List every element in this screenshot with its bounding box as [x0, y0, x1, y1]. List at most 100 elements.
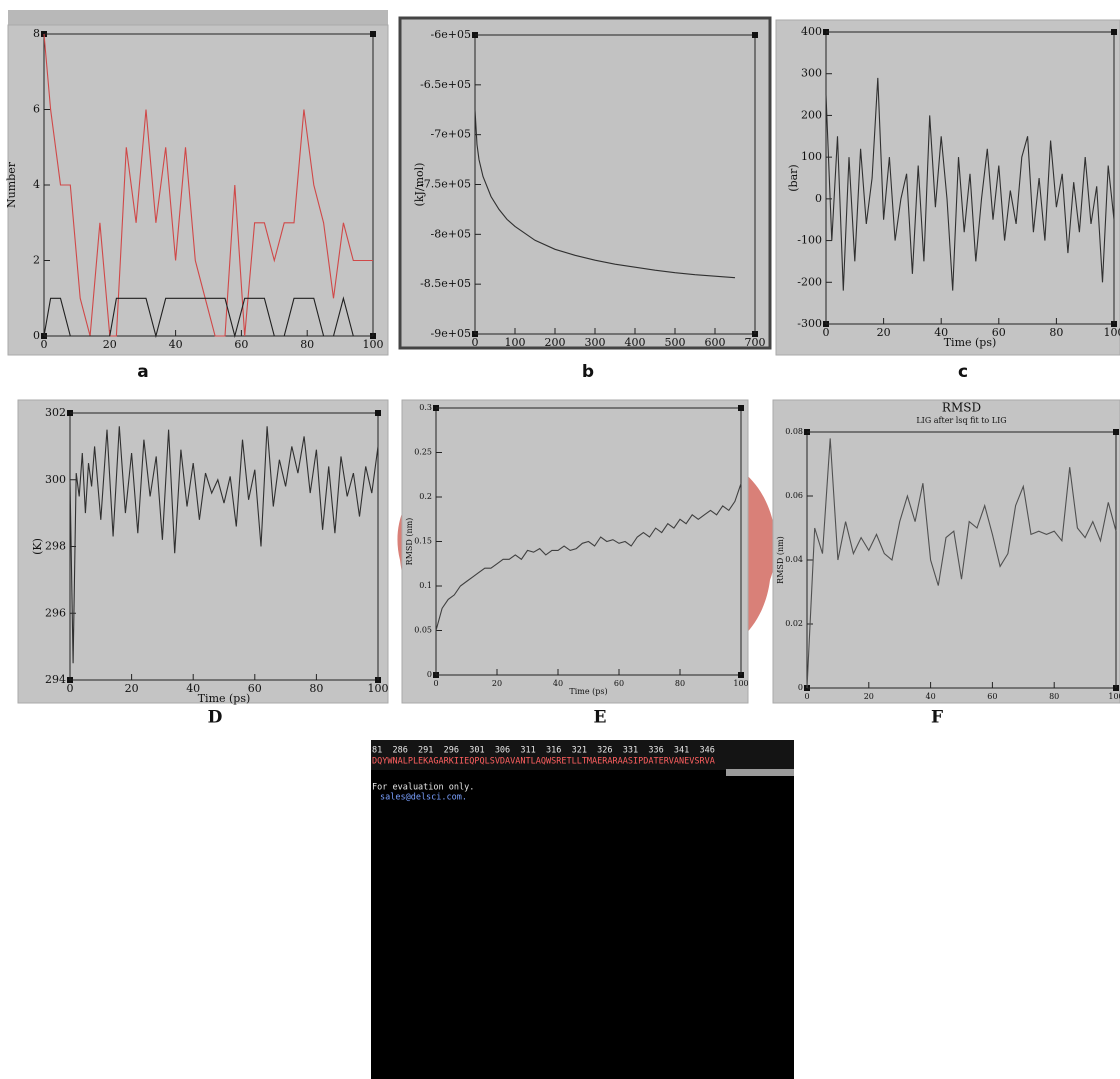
y-tick-label: 2: [33, 254, 40, 267]
y-axis-label: (kJ/mol): [413, 163, 426, 207]
y-tick-label: 300: [45, 473, 66, 486]
y-tick-label: 4: [33, 178, 40, 191]
y-tick-label: 0: [33, 329, 40, 342]
x-tick-label: 20: [877, 326, 891, 339]
y-tick-label: 0: [798, 683, 803, 692]
chart-panel: 00.020.040.060.08020406080100RMSD (nm)RM…: [773, 400, 1120, 728]
panel-label: a: [137, 362, 148, 382]
x-tick-label: 100: [505, 336, 526, 349]
y-tick-label: 0.04: [785, 555, 803, 564]
notice: For evaluation only.: [372, 783, 474, 793]
y-tick-label: -8e+05: [431, 227, 471, 240]
y-tick-label: 0.15: [414, 537, 432, 546]
y-tick-label: -6e+05: [431, 28, 471, 41]
x-tick-label: 0: [472, 336, 479, 349]
panel-label: D: [208, 708, 223, 728]
y-tick-label: 0.1: [419, 581, 432, 590]
panel-label: E: [594, 708, 607, 728]
x-tick-label: 60: [234, 338, 248, 351]
y-axis-label: RMSD (nm): [405, 518, 414, 566]
x-tick-label: 100: [1108, 692, 1120, 701]
chart-subtitle: LIG after lsq fit to LIG: [916, 416, 1006, 425]
figure: 81 286 291 296 301 306 311 316 321 326 3…: [0, 0, 1120, 1079]
panel-background: [402, 400, 748, 703]
figure-canvas: 81 286 291 296 301 306 311 316 321 326 3…: [0, 0, 1120, 1079]
y-tick-label: 0.3: [419, 403, 432, 412]
corner-handle: [752, 32, 758, 38]
chart-title: RMSD: [942, 401, 981, 415]
x-tick-label: 100: [1104, 326, 1120, 339]
x-tick-label: 20: [864, 692, 874, 701]
y-tick-label: 0.2: [419, 492, 432, 501]
y-tick-label: -7e+05: [431, 128, 471, 141]
y-tick-label: -9e+05: [431, 327, 471, 340]
y-tick-label: 0: [815, 192, 822, 205]
y-tick-label: -300: [797, 317, 822, 330]
panel-background: [776, 20, 1120, 355]
x-tick-label: 60: [987, 692, 997, 701]
y-tick-label: 294: [45, 673, 66, 686]
y-tick-label: -8.5e+05: [420, 277, 471, 290]
panel-background: [8, 25, 388, 355]
panel-label: F: [931, 708, 943, 728]
x-tick-label: 40: [169, 338, 183, 351]
y-tick-label: 400: [801, 25, 822, 38]
chart-panel: -9e+05-8.5e+05-8e+05-7.5e+05-7e+05-6.5e+…: [400, 18, 770, 382]
x-tick-label: 80: [1049, 326, 1063, 339]
y-axis-label: RMSD (nm): [776, 536, 785, 584]
y-tick-label: 0: [427, 670, 432, 679]
corner-handle: [1111, 29, 1117, 35]
x-tick-label: 300: [585, 336, 606, 349]
y-tick-label: 100: [801, 150, 822, 163]
y-tick-label: 200: [801, 108, 822, 121]
y-tick-label: 302: [45, 406, 66, 419]
x-tick-label: 500: [665, 336, 686, 349]
y-axis-label: Number: [5, 161, 18, 208]
x-tick-label: 700: [745, 336, 766, 349]
window-bar: [8, 10, 388, 25]
x-tick-label: 20: [492, 679, 502, 688]
y-tick-label: 0.08: [785, 427, 803, 436]
x-axis-label: Time (ps): [569, 687, 607, 696]
corner-handle: [375, 410, 381, 416]
y-tick-label: 296: [45, 606, 66, 619]
x-tick-label: 20: [103, 338, 117, 351]
x-tick-label: 40: [553, 679, 563, 688]
sequence-ruler: 81 286 291 296 301 306 311 316 321 326 3…: [372, 746, 715, 756]
x-tick-label: 80: [1049, 692, 1059, 701]
x-tick-label: 0: [433, 679, 438, 688]
panel-label: b: [582, 362, 594, 382]
contact: sales@delsci.com.: [380, 793, 467, 803]
x-axis-label: Time (ps): [944, 336, 997, 349]
y-tick-label: 6: [33, 103, 40, 116]
y-axis-label: (bar): [787, 164, 800, 191]
x-tick-label: 0: [823, 326, 830, 339]
x-tick-label: 80: [675, 679, 685, 688]
corner-handle: [1113, 429, 1119, 435]
x-axis-label: Time (ps): [198, 692, 251, 705]
y-tick-label: -200: [797, 275, 822, 288]
panel-background: [773, 400, 1120, 703]
y-tick-label: -100: [797, 234, 822, 247]
scrollbar: [726, 769, 794, 776]
x-tick-label: 0: [67, 682, 74, 695]
x-tick-label: 20: [125, 682, 139, 695]
y-tick-label: -6.5e+05: [420, 78, 471, 91]
x-tick-label: 400: [625, 336, 646, 349]
x-tick-label: 100: [363, 338, 384, 351]
sequence: DQYWNALPLEKAGARKIIEQPQLSVDAVANTLAQWSRETL…: [372, 757, 715, 767]
y-tick-label: 0.05: [414, 626, 432, 635]
x-tick-label: 60: [614, 679, 624, 688]
panel-label: c: [958, 362, 968, 382]
y-tick-label: 298: [45, 540, 66, 553]
x-tick-label: 600: [705, 336, 726, 349]
x-tick-label: 0: [41, 338, 48, 351]
y-tick-label: 0.25: [414, 448, 432, 457]
y-axis-label: (K): [31, 538, 44, 555]
x-tick-label: 80: [309, 682, 323, 695]
chart-panel: -300-200-1000100200300400020406080100Tim…: [776, 20, 1120, 382]
corner-handle: [370, 31, 376, 37]
